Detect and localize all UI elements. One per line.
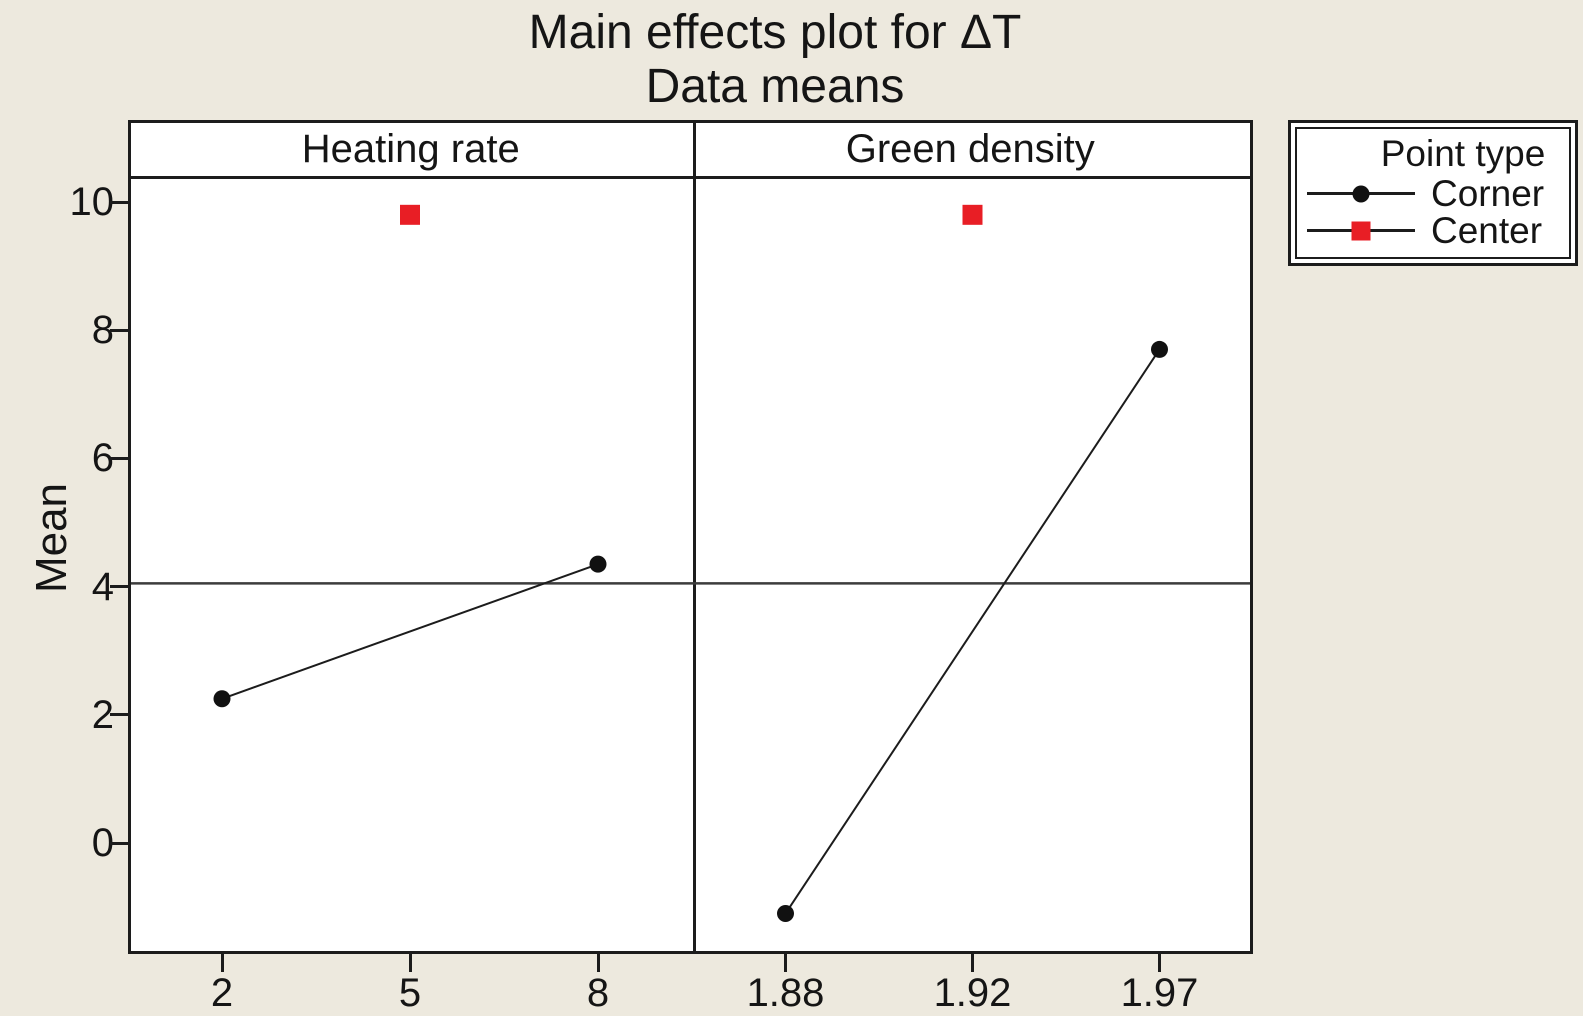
chart-title-block: Main effects plot for ΔT Data means: [0, 6, 1550, 114]
y-tick-label: 4: [91, 564, 114, 609]
panel-header-heating-rate: Heating rate: [301, 127, 520, 171]
center-square-icon: [1351, 221, 1371, 240]
y-tick-mark: [110, 585, 128, 589]
y-tick-mark: [110, 456, 128, 460]
y-tick-mark: [110, 200, 128, 204]
center-line-square-icon: [1305, 212, 1417, 249]
corner-circle-icon: [1352, 185, 1370, 202]
x-tick-mark: [408, 954, 412, 972]
chart-title: Main effects plot for ΔT: [528, 6, 1022, 59]
panel-divider: [693, 123, 696, 951]
y-tick-mark: [110, 328, 128, 332]
y-tick-label: 6: [91, 436, 114, 481]
x-tick-label: 8: [586, 971, 610, 1015]
chart-subtitle: Data means: [645, 60, 905, 113]
x-tick-mark: [971, 954, 974, 972]
x-tick-mark: [1158, 954, 1161, 972]
legend-item-corner: Corner: [1305, 175, 1561, 212]
y-tick-label: 8: [91, 308, 114, 353]
y-tick-mark: [110, 841, 128, 845]
legend-item-center: Center: [1305, 212, 1561, 249]
legend-title: Point type: [1380, 133, 1546, 174]
x-tick-mark: [596, 954, 600, 972]
legend-label-corner: Corner: [1431, 173, 1545, 214]
x-tick-label: 2: [210, 971, 234, 1015]
x-tick-label: 1.88: [746, 971, 825, 1015]
y-tick-label: 10: [69, 180, 115, 224]
x-tick-label: 5: [398, 971, 422, 1015]
legend-inner-box: Point type Corner Center: [1295, 127, 1571, 259]
x-tick-mark: [220, 954, 224, 972]
x-tick-mark: [784, 954, 787, 972]
legend-label-center: Center: [1431, 210, 1543, 251]
legend: Point type Corner Center: [1288, 120, 1578, 266]
x-tick-label: 1.97: [1120, 971, 1199, 1015]
panel-header-green-density: Green density: [845, 127, 1095, 171]
y-tick-mark: [110, 713, 128, 717]
plot-area: Heating rate Green density: [128, 120, 1253, 954]
x-tick-label: 1.92: [933, 971, 1012, 1015]
y-tick-label: 0: [91, 821, 114, 865]
panel-header-band: Heating rate Green density: [131, 123, 1250, 179]
y-tick-label: 2: [91, 692, 114, 737]
corner-line-circle-icon: [1305, 175, 1417, 212]
